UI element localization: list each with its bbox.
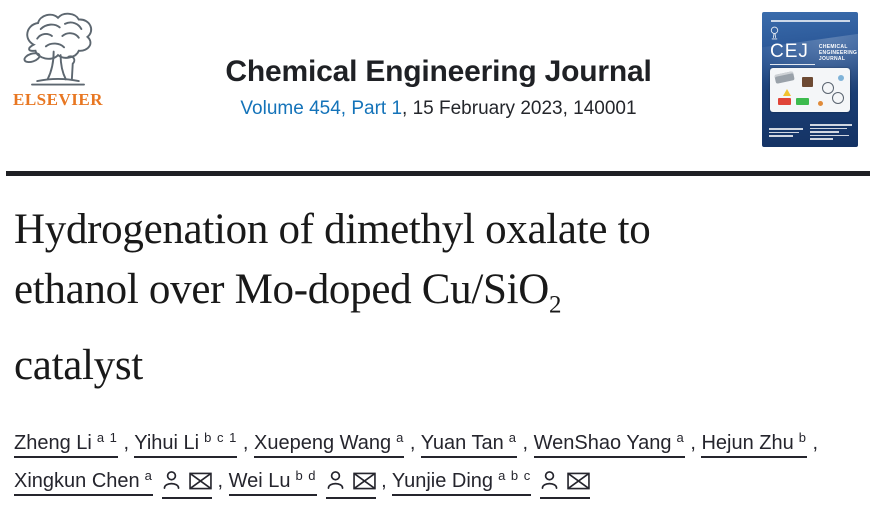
person-icon[interactable]: [162, 470, 181, 490]
cover-abbrev: CEJ: [770, 42, 815, 65]
elsevier-wordmark: ELSEVIER: [13, 90, 103, 109]
author-affiliation-superscript: b d: [295, 467, 317, 483]
author-affiliation-superscript: b: [798, 429, 807, 445]
article-title-line: Hydrogenation of dimethyl oxalate to: [14, 206, 651, 253]
cover-art-ring: [832, 92, 844, 104]
author-name[interactable]: WenShao Yang a: [533, 429, 685, 458]
person-icon[interactable]: [540, 470, 559, 490]
author-link[interactable]: Yihui Li b c 1: [134, 429, 238, 458]
author-contact-icons[interactable]: [161, 469, 212, 499]
cover-art-triangle: [783, 89, 791, 96]
author-affiliation-superscript: a 1: [96, 429, 118, 445]
author-affiliation-superscript: b c 1: [204, 429, 238, 445]
email-envelope-icon[interactable]: [567, 472, 591, 490]
author-name[interactable]: Zheng Li a 1: [14, 429, 118, 458]
cover-art-square: [802, 77, 813, 87]
journal-cover-thumbnail[interactable]: CEJ CHEMICAL ENGINEERING JOURNAL: [762, 12, 858, 147]
author-name[interactable]: Wei Lu b d: [228, 467, 317, 496]
divider-rule: [6, 171, 870, 176]
author-separator: ,: [522, 431, 534, 454]
banner-center: Chemical Engineering Journal Volume 454,…: [225, 55, 651, 120]
email-envelope-icon[interactable]: [189, 472, 212, 490]
cover-art-red-bar: [778, 98, 791, 105]
cover-elsevier-tree-icon: [770, 26, 779, 40]
cover-masthead: CEJ CHEMICAL ENGINEERING JOURNAL: [770, 42, 858, 65]
author-separator: ,: [690, 431, 702, 454]
author-name[interactable]: Yunjie Ding a b c: [391, 467, 532, 496]
email-envelope-icon[interactable]: [352, 472, 376, 490]
cover-art-ring: [822, 82, 834, 94]
cover-fine-print-placeholder: [810, 124, 852, 140]
author-list: Zheng Li a 1 , Yihui Li b c 1 , Xuepeng Wa…: [14, 425, 863, 501]
author-name[interactable]: Yihui Li b c 1: [134, 429, 238, 458]
issue-date-text: , 15 February 2023, 140001: [402, 98, 637, 119]
author-link[interactable]: Zheng Li a 1: [14, 429, 118, 458]
author-affiliation-superscript: a: [396, 429, 405, 445]
author-link[interactable]: Xingkun Chen a: [14, 468, 212, 499]
author-separator: ,: [381, 469, 392, 492]
issue-line: Volume 454, Part 1, 15 February 2023, 14…: [225, 98, 651, 120]
author-affiliation-superscript: a: [508, 429, 517, 445]
author-separator: ,: [217, 469, 229, 492]
cover-top-text-placeholder: [771, 20, 850, 22]
cover-graphical-abstract: [770, 68, 850, 112]
article-title-line: ethanol over Mo-doped Cu/SiO2: [14, 266, 562, 319]
author-affiliation-superscript: a: [144, 467, 153, 483]
author-link[interactable]: Hejun Zhu b: [701, 429, 807, 458]
elsevier-tree-icon: [23, 12, 93, 86]
author-separator: ,: [242, 431, 254, 454]
author-affiliation-superscript: a: [676, 429, 685, 445]
author-contact-icons[interactable]: [325, 469, 376, 499]
volume-link[interactable]: Volume 454, Part 1: [240, 98, 403, 119]
author-separator: ,: [812, 431, 819, 454]
author-link[interactable]: WenShao Yang a: [533, 429, 685, 458]
cover-art-dot: [838, 75, 844, 81]
chemical-subscript: 2: [549, 291, 562, 319]
cover-fine-print-placeholder: [769, 128, 803, 137]
author-name[interactable]: Yuan Tan a: [420, 429, 517, 458]
author-separator: ,: [409, 431, 421, 454]
author-contact-icons[interactable]: [540, 469, 591, 499]
author-separator: ,: [123, 431, 135, 454]
article-title-line: catalyst: [14, 341, 143, 389]
person-icon[interactable]: [326, 470, 345, 490]
author-name[interactable]: Hejun Zhu b: [701, 429, 807, 458]
cover-art-dot: [818, 101, 823, 106]
author-link[interactable]: Xuepeng Wang a: [253, 429, 405, 458]
author-name[interactable]: Xingkun Chen a: [14, 467, 153, 496]
journal-banner: ELSEVIER Chemical Engineering Journal Vo…: [0, 0, 877, 171]
cover-journal-name: CHEMICAL ENGINEERING JOURNAL: [818, 44, 858, 62]
cover-art-green-bar: [796, 98, 809, 105]
journal-title-link[interactable]: Chemical Engineering Journal: [225, 55, 652, 88]
author-affiliation-superscript: a b c: [498, 467, 532, 483]
article-title: Hydrogenation of dimethyl oxalate to eth…: [14, 200, 863, 396]
author-link[interactable]: Yuan Tan a: [420, 429, 517, 458]
elsevier-logo[interactable]: ELSEVIER: [8, 10, 108, 110]
cover-art-cylinder: [774, 71, 795, 84]
author-name[interactable]: Xuepeng Wang a: [253, 429, 405, 458]
author-link[interactable]: Wei Lu b d: [228, 468, 376, 499]
author-link[interactable]: Yunjie Ding a b c: [391, 468, 591, 499]
article-head: Hydrogenation of dimethyl oxalate to eth…: [14, 176, 863, 501]
